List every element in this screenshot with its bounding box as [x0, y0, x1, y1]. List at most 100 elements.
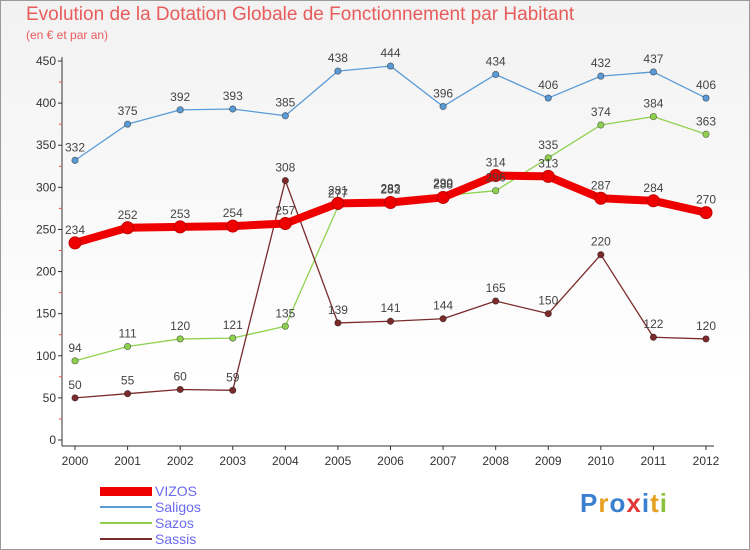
point-sassis	[281, 176, 289, 185]
x-tick-label: 2002	[167, 454, 194, 468]
legend-swatch-vizos	[100, 486, 152, 496]
point-sazos	[492, 187, 500, 195]
point-vizos	[331, 196, 345, 210]
x-tick-label: 2007	[430, 454, 457, 468]
point-vizos	[594, 191, 608, 205]
data-label-vizos: 254	[223, 206, 243, 220]
point-sassis	[439, 315, 447, 323]
data-label-sassis: 59	[226, 370, 240, 384]
x-tick-label: 2011	[641, 454, 667, 468]
x-tick-label: 2003	[219, 454, 246, 468]
data-label-saligos: 393	[223, 89, 243, 103]
point-sassis	[229, 386, 237, 394]
data-label-sazos: 296	[486, 171, 506, 185]
data-labels-layer: 332 375 392 393 385 438 444 396 434 406 432 437 406 9…	[65, 46, 716, 392]
data-label-vizos: 270	[696, 193, 716, 207]
point-vizos	[278, 217, 292, 231]
x-tick-label: 2009	[535, 454, 562, 468]
series-layer	[68, 62, 713, 402]
y-tick-label: 400	[36, 96, 56, 110]
data-label-vizos: 284	[643, 181, 663, 195]
x-tick-label: 2001	[114, 454, 141, 468]
data-label-saligos: 332	[65, 140, 85, 154]
data-label-sazos: 290	[433, 176, 453, 190]
data-label-saligos: 432	[591, 56, 611, 70]
legend-swatch-sazos	[100, 522, 152, 524]
point-sazos	[176, 335, 184, 343]
data-label-saligos: 396	[433, 86, 453, 100]
data-label-sazos: 335	[538, 138, 558, 152]
logo-letter: P	[580, 488, 599, 518]
logo-letter: i	[659, 488, 668, 518]
data-label-vizos: 313	[538, 156, 558, 170]
point-saligos	[597, 72, 605, 80]
point-vizos	[173, 220, 187, 234]
y-tick-label: 450	[36, 54, 56, 68]
data-label-vizos: 282	[380, 182, 400, 196]
x-tick-label: 2006	[377, 454, 404, 468]
point-sazos	[281, 322, 289, 330]
point-vizos	[541, 169, 555, 183]
x-tick-label: 2012	[693, 454, 720, 468]
point-saligos	[439, 102, 447, 111]
point-saligos	[334, 67, 342, 75]
point-sassis	[176, 385, 184, 394]
proxiti-logo: Proxiti	[580, 488, 668, 519]
data-label-saligos: 375	[118, 104, 138, 118]
chart-title: Evolution de la Dotation Globale de Fonc…	[26, 4, 575, 25]
series-line-saligos	[74, 65, 707, 162]
legend-label-saligos: Saligos	[155, 499, 201, 515]
chart-subtitle: (en € et par an)	[26, 28, 109, 42]
data-label-sazos: 363	[696, 114, 716, 128]
y-tick-label: 350	[36, 138, 56, 152]
data-label-vizos: 281	[328, 183, 348, 197]
point-saligos	[702, 94, 710, 102]
point-saligos	[544, 94, 552, 102]
legend-swatch-saligos	[100, 506, 152, 508]
y-tick-label: 300	[36, 180, 56, 194]
point-sassis	[702, 335, 710, 343]
point-sassis	[334, 319, 342, 327]
data-label-sazos: 121	[223, 318, 243, 332]
data-label-sassis: 165	[486, 281, 506, 295]
data-label-sassis: 141	[380, 301, 400, 315]
data-label-sassis: 60	[173, 369, 187, 383]
point-sassis	[597, 251, 605, 259]
data-label-vizos: 252	[118, 208, 138, 222]
point-sassis	[649, 333, 658, 341]
data-label-saligos: 392	[170, 90, 190, 104]
data-label-sazos: 374	[591, 105, 611, 119]
point-sazos	[649, 112, 658, 121]
logo-letter: x	[626, 488, 642, 518]
x-tick-label: 2004	[272, 454, 299, 468]
logo-letter: t	[650, 488, 660, 518]
point-sassis	[544, 310, 552, 318]
y-tick-label: 150	[36, 307, 56, 321]
logo-letter: i	[641, 488, 651, 518]
data-label-saligos: 438	[328, 51, 348, 65]
y-tick-label: 200	[36, 265, 56, 279]
y-tick-label: 50	[43, 391, 57, 405]
data-label-sazos: 277	[328, 187, 348, 201]
y-tick-label: 250	[36, 222, 56, 236]
point-vizos	[384, 195, 397, 209]
data-label-sassis: 150	[538, 294, 558, 308]
point-saligos	[229, 105, 237, 113]
data-label-sassis: 220	[591, 235, 611, 249]
point-sazos	[71, 357, 79, 365]
x-tick-label: 2010	[587, 454, 614, 468]
legend-label-sassis: Sassis	[155, 531, 197, 547]
data-label-sassis: 122	[643, 317, 663, 331]
data-label-sazos: 384	[643, 97, 663, 111]
data-label-sassis: 55	[121, 374, 135, 388]
x-tick-label: 2008	[482, 454, 509, 468]
point-sazos	[123, 342, 132, 351]
data-label-sassis: 144	[433, 299, 453, 313]
data-label-saligos: 406	[696, 78, 716, 92]
data-label-saligos: 434	[486, 54, 506, 68]
y-tick-label: 100	[36, 349, 56, 363]
point-sazos	[544, 154, 552, 162]
